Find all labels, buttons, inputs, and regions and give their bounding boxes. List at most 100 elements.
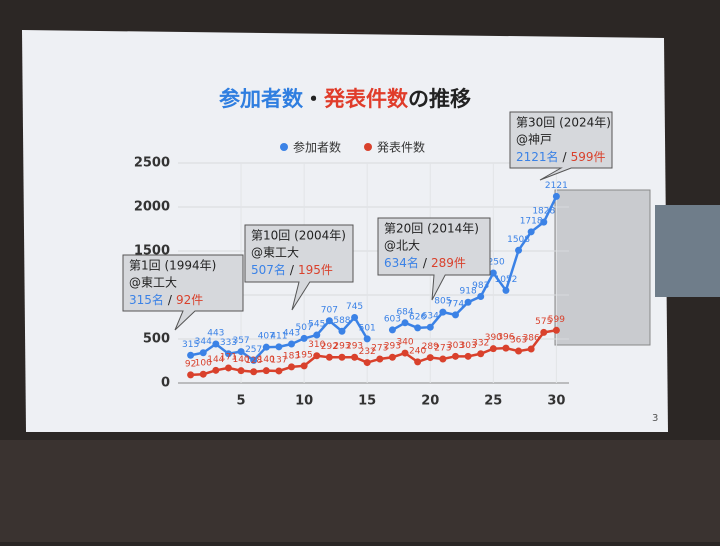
callout-sep: / <box>563 150 568 164</box>
callout-participants: 315名 <box>129 292 164 307</box>
data-point <box>212 340 220 348</box>
legend-label: 参加者数 <box>293 140 341 155</box>
data-label: 183 <box>283 351 300 361</box>
data-point <box>250 356 258 364</box>
data-point <box>262 343 270 351</box>
data-label: 745 <box>346 302 363 312</box>
data-point <box>288 340 296 348</box>
y-tick-label: 0 <box>161 376 170 391</box>
callout-values: 2121名 /599件 <box>516 149 606 164</box>
data-point <box>224 364 232 372</box>
data-label: 774 <box>447 299 464 309</box>
data-label: 1828 <box>532 207 555 217</box>
data-label: 575 <box>535 317 552 327</box>
callout-sep: / <box>290 263 295 277</box>
data-point <box>212 366 220 374</box>
data-label: 257 <box>245 345 262 355</box>
data-point <box>426 354 434 362</box>
data-label: 507 <box>296 323 313 333</box>
data-label: 344 <box>195 337 212 347</box>
legend-marker <box>280 143 288 151</box>
callout <box>122 254 244 331</box>
data-point <box>414 324 422 332</box>
data-point <box>187 371 195 379</box>
data-point <box>477 350 485 358</box>
data-label: 357 <box>232 336 249 346</box>
data-label: 140 <box>232 355 249 365</box>
data-point <box>351 353 359 361</box>
data-point <box>502 286 510 294</box>
data-label: 292 <box>321 342 338 352</box>
data-point <box>388 326 396 334</box>
data-label: 918 <box>460 287 477 297</box>
data-label: 273 <box>371 343 388 353</box>
callout <box>377 217 491 301</box>
data-point <box>552 326 560 334</box>
data-point <box>187 351 195 359</box>
data-label: 195 <box>296 350 313 360</box>
data-point <box>300 362 308 370</box>
callout <box>509 111 613 181</box>
data-label: 293 <box>346 342 363 352</box>
data-label: 92 <box>185 359 196 369</box>
callout-participants: 507名 <box>251 262 286 277</box>
data-point <box>439 308 447 316</box>
title-part: 参加者数 <box>219 87 304 111</box>
data-point <box>401 349 409 357</box>
data-label: 363 <box>510 336 527 346</box>
callout-sep: / <box>168 293 173 307</box>
data-point <box>363 335 371 343</box>
data-point <box>477 292 485 300</box>
data-point <box>426 323 434 331</box>
data-label: 171 <box>220 352 237 362</box>
data-point <box>489 345 497 353</box>
callout-papers: 599件 <box>571 150 606 164</box>
y-tick-label: 2000 <box>134 200 170 215</box>
data-point <box>401 319 409 327</box>
x-tick-label: 20 <box>421 394 439 409</box>
data-label: 707 <box>321 305 338 315</box>
data-label: 303 <box>447 341 464 351</box>
data-label: 390 <box>485 333 502 343</box>
data-label: 137 <box>270 355 287 365</box>
data-point <box>199 370 207 378</box>
data-label: 289 <box>422 342 439 352</box>
title-part: ・ <box>303 87 324 111</box>
data-label: 1250 <box>482 258 505 268</box>
callout-papers: 195件 <box>298 263 333 277</box>
data-point <box>338 327 346 335</box>
data-point <box>451 311 459 319</box>
data-point <box>288 363 296 371</box>
callout-values: 634名 /289件 <box>384 255 466 270</box>
data-point <box>464 298 472 306</box>
legend-label: 発表件数 <box>377 140 425 155</box>
data-point <box>451 352 459 360</box>
data-label: 332 <box>472 338 489 348</box>
callout-text: 第10回 (2004年) <box>251 229 346 243</box>
data-point <box>237 367 245 375</box>
callout-values: 507名 /195件 <box>251 262 333 277</box>
data-point <box>388 353 396 361</box>
data-label: 273 <box>434 343 451 353</box>
data-label: 128 <box>245 356 262 366</box>
callout-values: 315名 /92件 <box>129 292 203 307</box>
data-point <box>439 355 447 363</box>
data-label: 983 <box>472 281 489 291</box>
webcam <box>655 205 720 297</box>
data-label: 100 <box>195 359 212 369</box>
chart-title: 参加者数・発表件数の推移 <box>219 87 471 111</box>
data-point <box>540 218 548 226</box>
data-label: 603 <box>384 314 401 324</box>
data-label: 2121 <box>545 181 568 191</box>
data-label: 293 <box>384 342 401 352</box>
data-point <box>414 358 422 366</box>
callout-text: 第30回 (2024年) <box>516 116 611 130</box>
data-label: 634 <box>422 312 439 322</box>
callout-text: @東工大 <box>251 246 299 260</box>
callout-text: @東工大 <box>129 276 177 290</box>
data-point <box>313 331 321 339</box>
data-label: 407 <box>258 332 275 342</box>
blur-box <box>554 189 651 346</box>
data-point <box>262 367 270 375</box>
